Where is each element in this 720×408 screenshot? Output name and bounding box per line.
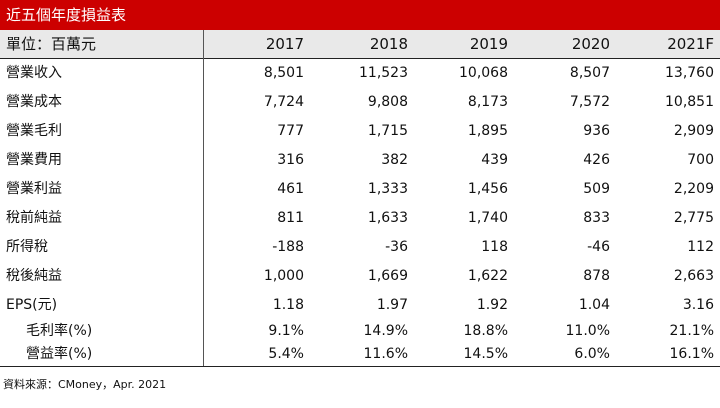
column-header-2018: 2018 [369, 35, 408, 53]
table-cell: 316 [277, 152, 304, 168]
table-cell: 14.5% [463, 346, 508, 362]
table-cell: 16.1% [669, 346, 714, 362]
table-row: EPS(元) 1.18 1.97 1.92 1.04 3.16 [0, 291, 720, 320]
row-label: 營業利益 [6, 181, 62, 197]
table-cell: 7,724 [263, 94, 304, 110]
table-cell: 1.18 [272, 297, 304, 313]
table-cell: 1,669 [367, 268, 408, 284]
table-cell: 10,851 [665, 94, 714, 110]
table-cell: 1,740 [467, 210, 508, 226]
row-label: 營益率(%) [26, 346, 93, 362]
table-row: 稅後純益 1,000 1,669 1,622 878 2,663 [0, 262, 720, 291]
table-cell: -36 [385, 239, 408, 255]
table-cell: 11,523 [359, 65, 408, 81]
table-cell: 461 [277, 181, 304, 197]
table-cell: 426 [583, 152, 610, 168]
table-cell: 5.4% [268, 346, 304, 362]
table-cell: 1,895 [467, 123, 508, 139]
table-cell: 9.1% [268, 323, 304, 339]
table-cell: 2,209 [673, 181, 714, 197]
column-divider [203, 30, 204, 366]
table-row: 所得稅 -188 -36 118 -46 112 [0, 233, 720, 262]
table-cell: 811 [277, 210, 304, 226]
column-header-2020: 2020 [571, 35, 610, 53]
table-cell: 112 [687, 239, 714, 255]
row-label: 營業費用 [6, 152, 62, 168]
column-header-2019: 2019 [469, 35, 508, 53]
table-cell: 1,633 [367, 210, 408, 226]
source-note: 資料來源：CMoney，Apr. 2021 [3, 378, 167, 391]
row-label: EPS(元) [6, 297, 58, 313]
table-cell: 1,715 [367, 123, 408, 139]
table-cell: 14.9% [363, 323, 408, 339]
table-row: 稅前純益 811 1,633 1,740 833 2,775 [0, 204, 720, 233]
table-row: 營業毛利 777 1,715 1,895 936 2,909 [0, 117, 720, 146]
table-row: 營業成本 7,724 9,808 8,173 7,572 10,851 [0, 88, 720, 117]
table-row: 營業收入 8,501 11,523 10,068 8,507 13,760 [0, 59, 720, 88]
table-cell: 13,760 [665, 65, 714, 81]
table-cell: 1,000 [263, 268, 304, 284]
table-cell: 8,173 [467, 94, 508, 110]
table-cell: 1,456 [467, 181, 508, 197]
table-title: 近五個年度損益表 [0, 0, 720, 30]
row-label: 毛利率(%) [26, 323, 93, 339]
table-cell: -46 [587, 239, 610, 255]
table-cell: 3.16 [682, 297, 714, 313]
row-label: 營業成本 [6, 94, 62, 110]
table-cell: 777 [277, 123, 304, 139]
table-cell: 11.0% [565, 323, 610, 339]
table-cell: 21.1% [669, 323, 714, 339]
table-cell: 700 [687, 152, 714, 168]
table-cell: 1,622 [467, 268, 508, 284]
table-cell: 509 [583, 181, 610, 197]
table-cell: 6.0% [574, 346, 610, 362]
table-header-row: 單位：百萬元 2017 2018 2019 2020 2021F [0, 30, 720, 59]
table-cell: 1.04 [578, 297, 610, 313]
unit-label: 單位：百萬元 [6, 35, 97, 53]
row-label: 營業收入 [6, 65, 62, 81]
table-row: 營業費用 316 382 439 426 700 [0, 146, 720, 175]
table-cell: 439 [481, 152, 508, 168]
table-row: 營業利益 461 1,333 1,456 509 2,209 [0, 175, 720, 204]
table-cell: 8,507 [569, 65, 610, 81]
table-cell: 7,572 [569, 94, 610, 110]
table-cell: 936 [583, 123, 610, 139]
table-cell: 18.8% [463, 323, 508, 339]
row-label: 稅前純益 [6, 210, 62, 226]
table-cell: 2,663 [673, 268, 714, 284]
table-row: 營益率(%) 5.4% 11.6% 14.5% 6.0% 16.1% [0, 343, 720, 366]
table-cell: 878 [583, 268, 610, 284]
table-cell: 10,068 [459, 65, 508, 81]
column-header-2021f: 2021F [667, 35, 714, 53]
table-cell: 2,775 [673, 210, 714, 226]
row-label: 營業毛利 [6, 123, 62, 139]
table-cell: 9,808 [367, 94, 408, 110]
table-cell: 118 [481, 239, 508, 255]
table-cell: 1,333 [367, 181, 408, 197]
table-cell: -188 [272, 239, 304, 255]
table-cell: 1.92 [476, 297, 508, 313]
row-label: 所得稅 [6, 239, 48, 255]
table-cell: 11.6% [363, 346, 408, 362]
table-cell: 2,909 [673, 123, 714, 139]
column-header-2017: 2017 [265, 35, 304, 53]
table-bottom-border [0, 366, 720, 367]
table-row: 毛利率(%) 9.1% 14.9% 18.8% 11.0% 21.1% [0, 320, 720, 343]
table-cell: 1.97 [376, 297, 408, 313]
table-cell: 8,501 [263, 65, 304, 81]
row-label: 稅後純益 [6, 268, 62, 284]
table-cell: 382 [381, 152, 408, 168]
table-cell: 833 [583, 210, 610, 226]
